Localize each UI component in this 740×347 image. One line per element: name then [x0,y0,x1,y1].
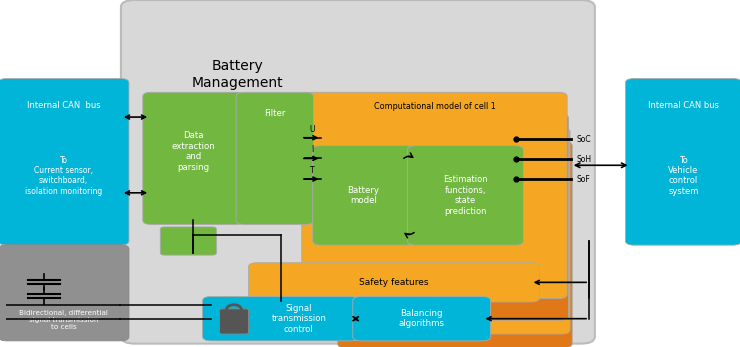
FancyBboxPatch shape [161,227,216,255]
Text: Data
extraction
and
parsing: Data extraction and parsing [172,132,215,172]
Text: Battery
model: Battery model [347,186,380,205]
FancyBboxPatch shape [249,263,539,302]
FancyBboxPatch shape [314,114,568,320]
Text: U: U [309,125,314,134]
FancyBboxPatch shape [0,245,129,341]
Text: Signal
transmission
control: Signal transmission control [272,304,326,333]
FancyBboxPatch shape [203,296,359,341]
FancyBboxPatch shape [408,146,523,245]
FancyBboxPatch shape [326,128,570,334]
Text: SoC: SoC [576,135,591,144]
Text: Bidirectional, differential
signal transmission
to cells: Bidirectional, differential signal trans… [19,310,108,330]
FancyBboxPatch shape [143,92,244,225]
Text: I: I [311,145,313,154]
Text: Filter: Filter [264,109,286,118]
Text: To
Vehicle
control
system: To Vehicle control system [668,155,699,196]
Text: Computational model of cell...: Computational model of cell... [388,138,509,147]
Text: Internal CAN  bus: Internal CAN bus [27,101,101,110]
Text: To
Current sensor,
switchboard,
isolation monitoring: To Current sensor, switchboard, isolatio… [25,155,102,196]
Text: Computational model of cell n: Computational model of cell n [394,152,516,160]
Text: Computational model of cell 1: Computational model of cell 1 [374,102,495,111]
Text: Safety features: Safety features [359,278,428,287]
Text: Internal CAN bus: Internal CAN bus [648,101,719,110]
FancyBboxPatch shape [302,92,567,298]
Text: Balancing
algorithms: Balancing algorithms [399,309,445,328]
FancyBboxPatch shape [236,92,314,225]
FancyBboxPatch shape [219,309,249,334]
FancyBboxPatch shape [313,146,414,245]
FancyBboxPatch shape [121,0,595,344]
FancyBboxPatch shape [0,78,129,245]
Text: Estimation
functions,
state
prediction: Estimation functions, state prediction [443,175,488,215]
FancyBboxPatch shape [353,296,491,341]
Text: SoH: SoH [576,155,592,164]
Text: Computational model of cell 2: Computational model of cell 2 [380,124,502,133]
FancyBboxPatch shape [337,142,572,347]
FancyBboxPatch shape [625,78,740,245]
Text: SoF: SoF [576,175,591,184]
Text: T: T [309,166,314,175]
Text: Battery
Management
System: Battery Management System [192,59,283,106]
